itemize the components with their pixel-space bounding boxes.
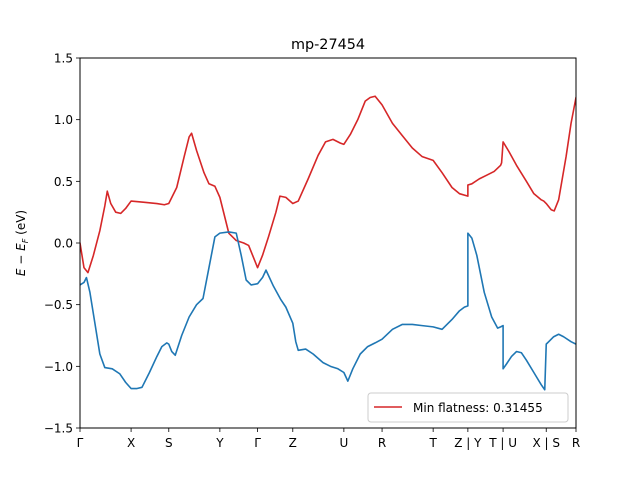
- x-tick-label: Z | Y: [454, 436, 482, 450]
- x-tick-label: R: [378, 436, 386, 450]
- y-tick-label: 1.5: [54, 52, 73, 66]
- y-tick-label: 1.0: [54, 113, 73, 127]
- chart-title: mp-27454: [291, 37, 365, 53]
- y-axis: −1.5 −1.0 −0.5 0.0 0.5 1.0 1.5: [44, 52, 80, 436]
- y-tick-label: −1.5: [44, 422, 73, 436]
- x-tick-label: Y: [215, 436, 224, 450]
- x-tick-label: X: [127, 436, 135, 450]
- x-tick-label: S: [165, 436, 173, 450]
- x-tick-label: R: [572, 436, 580, 450]
- x-tick-label: Z: [289, 436, 297, 450]
- y-tick-label: −0.5: [44, 298, 73, 312]
- y-tick-label: −1.0: [44, 360, 73, 374]
- series-line-upper-band: [80, 95, 576, 274]
- x-tick-label: T: [428, 436, 437, 450]
- legend-entry-label: Min flatness: 0.31455: [413, 401, 543, 415]
- x-tick-label: X | S: [532, 436, 560, 450]
- x-axis: Γ X S Y Γ Z U R T Z | Y T | U X | S R: [77, 428, 580, 450]
- series-layer: [80, 95, 576, 391]
- x-tick-label: T | U: [488, 436, 517, 450]
- x-tick-label: Γ: [77, 436, 84, 450]
- x-tick-label: U: [339, 436, 348, 450]
- y-tick-label: 0.5: [54, 175, 73, 189]
- y-tick-label: 0.0: [54, 237, 73, 251]
- legend-box: [367, 392, 569, 423]
- series-line-lower-band: [80, 231, 576, 391]
- x-tick-label: Γ: [254, 436, 261, 450]
- legend: Min flatness: 0.31455: [367, 392, 569, 423]
- y-axis-label: E − EF (eV): [14, 210, 30, 276]
